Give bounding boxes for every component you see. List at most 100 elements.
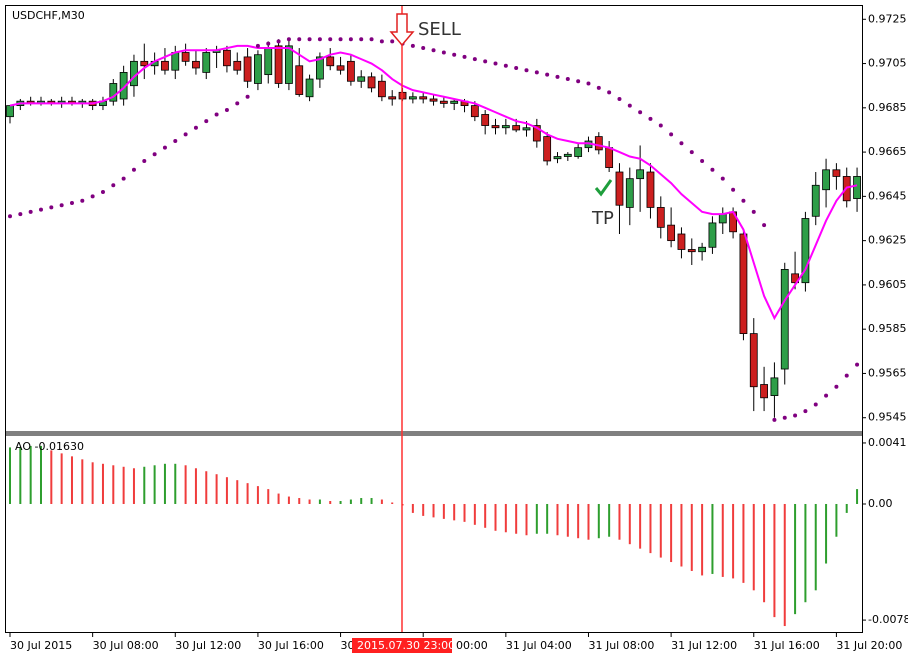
y-tick-label: 0.00 [868,497,893,510]
ao-bar [380,499,383,504]
sar-dot [317,37,322,42]
ao-bar [484,503,487,528]
sar-dot [607,90,612,95]
candle-body [419,96,428,100]
ao-bar [163,463,166,504]
ao-bar [453,503,456,521]
sar-dot [855,362,860,367]
ao-bar [639,503,642,549]
ao-bar [194,468,197,504]
ao-bar [81,459,84,504]
candle-body [532,125,541,142]
ao-bar [112,465,115,504]
candle-body [295,65,304,95]
ao-bar [618,503,621,540]
sar-dot [462,54,467,59]
sar-dot [772,417,777,422]
ao-bar [205,471,208,504]
candle-body [161,60,169,71]
sar-dot [131,167,136,172]
ao-bar [411,503,414,513]
ao-bar [50,450,53,504]
sar-dot [90,194,95,199]
candle-body [202,52,211,73]
candle-body [739,233,748,335]
sar-dot [658,123,663,128]
sar-dot [255,43,260,48]
ao-bar [39,445,42,504]
candle-body [429,98,438,102]
sar-dot [214,112,219,117]
ao-bar [504,503,507,533]
ao-bar [670,503,673,563]
candle-body [140,60,149,67]
ao-bar [535,503,538,534]
candle-body [832,169,841,177]
sell-label: SELL [418,19,461,40]
ao-bar [19,447,22,504]
sar-dot [142,158,147,163]
ao-bar [29,445,32,504]
ao-bar [215,474,218,504]
candle-body [119,72,128,100]
ao-bar [246,483,249,504]
ao-bar [711,503,714,574]
sar-dot [648,116,653,121]
candle-body [615,171,624,206]
y-tick-label: 0.9585 [868,322,907,335]
candle-body [481,114,490,126]
ao-bar [153,465,156,504]
sar-dot [204,119,209,124]
sar-dot [741,198,746,203]
ao-bar [277,493,280,504]
ao-bar [370,498,373,504]
candle-body [171,52,180,71]
sar-dot [421,46,426,51]
ao-bar [339,501,342,504]
ao-bar [546,503,549,534]
sar-dot [369,37,374,42]
plot-layer: 30 Jul 2015 30 Jul 08:00 30 Jul 12:00 30 Ju… [6,18,902,652]
candle-body [667,224,676,242]
moving-average [9,44,858,321]
ao-bar [804,503,807,603]
ao-bar [391,502,394,504]
ao-bar [763,503,766,603]
ao-bar [318,499,321,504]
sar-dot [793,413,798,418]
candle-body [574,147,583,157]
ao-bar [783,503,786,627]
candle-body [285,45,293,84]
sar-dot [297,37,302,42]
x-tick-label: 31 Jul 04:00 [506,639,572,652]
sar-dot [824,393,829,398]
ao-bar [225,477,228,504]
sar-dot [152,152,157,157]
sar-dot [751,209,756,214]
sar-dot [224,108,229,113]
sell-arrow [389,13,415,47]
candle-body [543,136,552,162]
candle-body [233,60,242,71]
ao-bar [70,456,73,504]
sar-dot [679,141,684,146]
sar-dot [266,41,271,46]
x-tick-label: 30 [341,639,355,652]
sar-dot [565,77,570,82]
tp-check [594,179,613,197]
ao-bar [587,503,590,540]
sar-dot [534,70,539,75]
ao-bar [794,503,797,615]
candle-body [388,96,397,100]
sar-dot [627,103,632,108]
ao-bar [9,447,11,504]
sar-dot [328,37,333,42]
x-tick-label: 30 Jul 12:00 [175,639,241,652]
ao-bar [856,489,859,504]
sar-dot [700,158,705,163]
ao-bar [732,503,735,579]
ao-bar [721,503,724,577]
sar-dot [710,167,715,172]
x-tick-label: 31 Jul 08:00 [588,639,654,652]
sar-dot [452,52,457,57]
